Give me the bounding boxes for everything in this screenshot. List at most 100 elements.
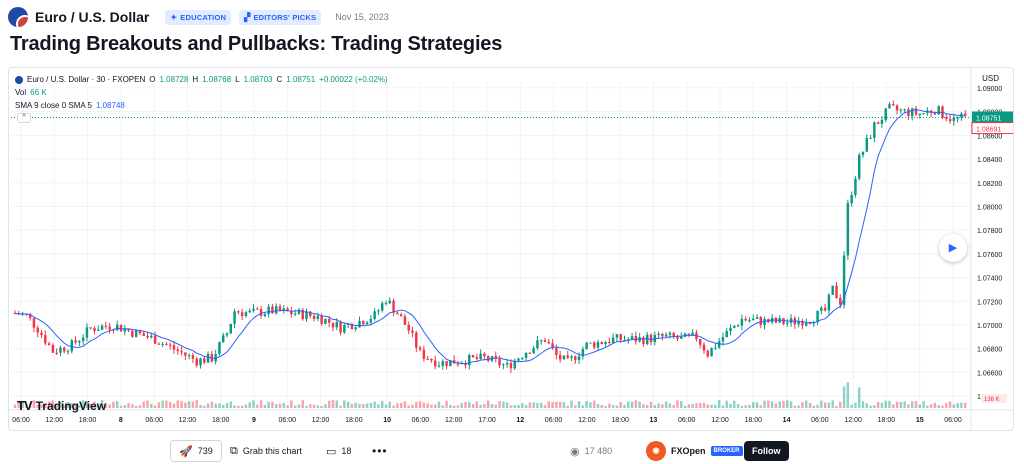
x-tick-label: 12:00	[179, 417, 197, 424]
volume-bar	[316, 405, 320, 408]
volume-bar	[153, 405, 157, 408]
y-tick-label: 1.09000	[977, 86, 1002, 93]
last-price-tag	[972, 111, 1013, 123]
fxopen-logo-icon: ❋	[646, 441, 666, 461]
rocket-icon: 🚀	[179, 445, 193, 458]
candle-body	[93, 327, 96, 332]
volume-bar	[736, 404, 740, 408]
candle-body	[346, 323, 350, 325]
x-tick-label: 12:00	[46, 417, 64, 424]
volume-bar	[566, 405, 569, 408]
volume-bar	[305, 405, 308, 408]
candle-body	[286, 308, 289, 312]
candle-body	[320, 315, 323, 324]
volume-bar	[127, 403, 130, 408]
volume-bar	[763, 400, 766, 408]
candle-body	[456, 363, 460, 365]
candle-body	[676, 336, 679, 339]
candle-body	[119, 324, 123, 332]
candle-body	[146, 335, 149, 338]
candle-body	[108, 326, 111, 330]
volume-label[interactable]: Vol	[15, 88, 27, 97]
boost-button[interactable]: 🚀 739	[170, 440, 222, 462]
editors-picks-badge[interactable]: ▞ EDITORS' PICKS	[239, 9, 322, 25]
candle-body	[430, 358, 433, 361]
chart-panel[interactable]: 1.090001.088001.086001.084001.082001.080…	[8, 67, 1014, 431]
candle-body	[536, 340, 539, 349]
grab-chart-button[interactable]: ⧉ Grab this chart	[230, 440, 302, 462]
candle-body	[369, 318, 373, 323]
candle-body	[362, 320, 365, 325]
y-tick-label: 1.06600	[977, 370, 1002, 377]
volume-bar	[604, 405, 607, 408]
views-count: 17 480	[584, 446, 613, 456]
volume-bar	[740, 405, 744, 408]
candle-body	[89, 327, 92, 329]
comments-button[interactable]: ▭ 18	[326, 440, 351, 462]
candle-body	[627, 339, 630, 341]
volume-bar	[521, 403, 524, 408]
candle-body	[184, 352, 187, 356]
volume-bar	[44, 404, 47, 408]
sma-label[interactable]: SMA 9 close 0 SMA 5	[15, 101, 92, 110]
currency-label[interactable]: USD	[982, 74, 999, 83]
x-tick-label: 06:00	[944, 417, 962, 424]
x-tick-label: 12:00	[578, 417, 596, 424]
candle-body	[218, 342, 221, 355]
volume-bar	[869, 405, 872, 408]
candle-body	[895, 105, 899, 111]
volume-bar	[456, 405, 460, 408]
volume-bar	[861, 401, 865, 408]
volume-bar	[600, 404, 604, 408]
x-tick-label: 18:00	[611, 417, 629, 424]
candle-body	[892, 104, 895, 106]
candle-body	[278, 306, 282, 311]
education-badge[interactable]: ✦ EDUCATION	[165, 9, 232, 25]
candle-body	[203, 358, 206, 363]
candle-body	[615, 334, 619, 338]
symbol-title[interactable]: Euro / U.S. Dollar	[35, 9, 150, 25]
volume-bar	[536, 402, 539, 408]
candle-body	[59, 347, 62, 353]
candle-body	[32, 318, 36, 328]
tradingview-logo[interactable]: TV TradingView	[17, 398, 107, 413]
candle-body	[888, 104, 891, 109]
candle-body	[479, 353, 482, 359]
candle-body	[808, 323, 812, 325]
broker-profile[interactable]: ❋ FXOpen BROKER	[646, 440, 743, 462]
candle-body	[630, 336, 634, 340]
volume-bar	[608, 403, 611, 408]
volume-bar	[945, 402, 948, 408]
play-button[interactable]: ▶	[939, 234, 967, 262]
follow-button[interactable]: Follow	[744, 441, 789, 461]
ohlc-low: 1.08703	[243, 75, 273, 84]
graduation-icon: ✦	[170, 12, 178, 22]
volume-bar	[403, 401, 407, 408]
volume-bar	[396, 403, 399, 408]
volume-bar	[282, 402, 286, 408]
x-tick-label: 18:00	[212, 417, 230, 424]
volume-bar	[831, 400, 834, 408]
candle-body	[150, 335, 153, 338]
volume-bar	[498, 401, 501, 408]
candle-body	[324, 319, 327, 324]
volume-bar	[892, 404, 895, 408]
candle-body	[922, 113, 925, 115]
candle-body	[263, 313, 267, 316]
x-tick-label: 18:00	[79, 417, 97, 424]
collapse-legend-button[interactable]: ^	[17, 113, 31, 123]
y-tick-label: 1.08000	[977, 204, 1002, 211]
candlestick-chart[interactable]: 1.090001.088001.086001.084001.082001.080…	[9, 68, 1014, 431]
candle-body	[123, 328, 127, 332]
more-button[interactable]: •••	[372, 444, 388, 458]
x-tick-label: 12	[516, 417, 524, 424]
volume-bar	[551, 402, 554, 408]
chart-symbol[interactable]: Euro / U.S. Dollar · 30 · FXOPEN	[27, 75, 146, 84]
volume-bar	[490, 404, 494, 408]
volume-bar	[664, 401, 668, 408]
candle-body	[698, 339, 702, 345]
candle-body	[581, 349, 585, 357]
eye-icon: ◉	[570, 445, 580, 458]
candle-body	[426, 358, 429, 360]
volume-bar	[373, 401, 376, 408]
